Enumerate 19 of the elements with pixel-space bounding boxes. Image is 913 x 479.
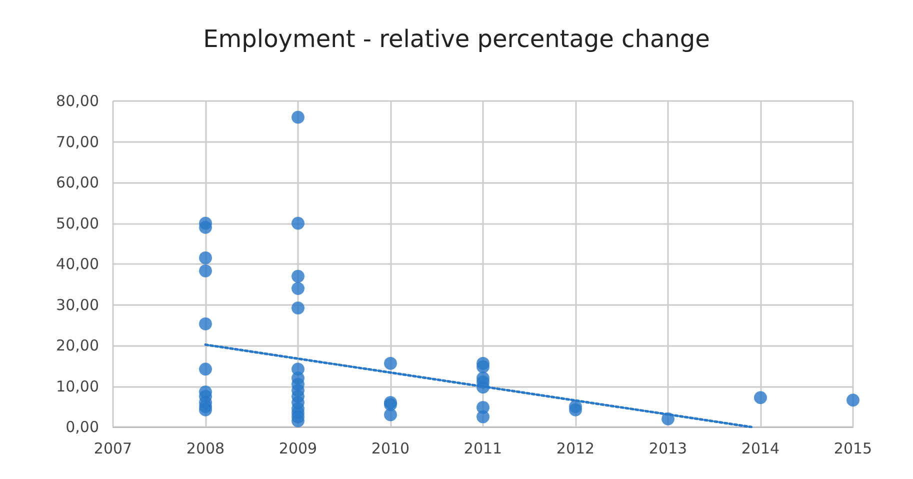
y-tick-label: 70,00 — [56, 132, 99, 151]
x-tick-label: 2008 — [186, 440, 225, 458]
y-tick-label: 10,00 — [56, 377, 99, 396]
x-tick-label: 2011 — [464, 440, 502, 458]
y-tick-label: 60,00 — [56, 174, 99, 192]
x-tick-label: 2007 — [94, 440, 132, 458]
x-tick-label: 2013 — [648, 440, 688, 458]
chart-title: Employment - relative percentage change — [203, 25, 710, 53]
y-tick-label: 40,00 — [56, 255, 99, 273]
y-tick-label: 50,00 — [56, 214, 99, 232]
y-tick-label: 20,00 — [56, 336, 99, 354]
x-tick-label: 2009 — [278, 440, 318, 458]
x-tick-label: 2012 — [556, 440, 595, 458]
y-tick-label: 30,00 — [56, 296, 99, 314]
x-tick-label: 2014 — [741, 440, 780, 458]
y-tick-label: 0,00 — [66, 418, 99, 436]
x-tick-label: 2015 — [834, 440, 872, 458]
x-tick-label: 2010 — [371, 440, 410, 458]
y-tick-label: 80,00 — [56, 92, 99, 110]
